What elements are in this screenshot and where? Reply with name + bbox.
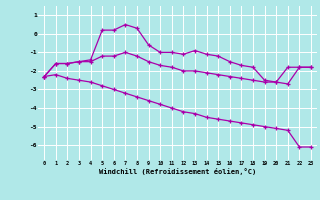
X-axis label: Windchill (Refroidissement éolien,°C): Windchill (Refroidissement éolien,°C): [99, 168, 256, 175]
